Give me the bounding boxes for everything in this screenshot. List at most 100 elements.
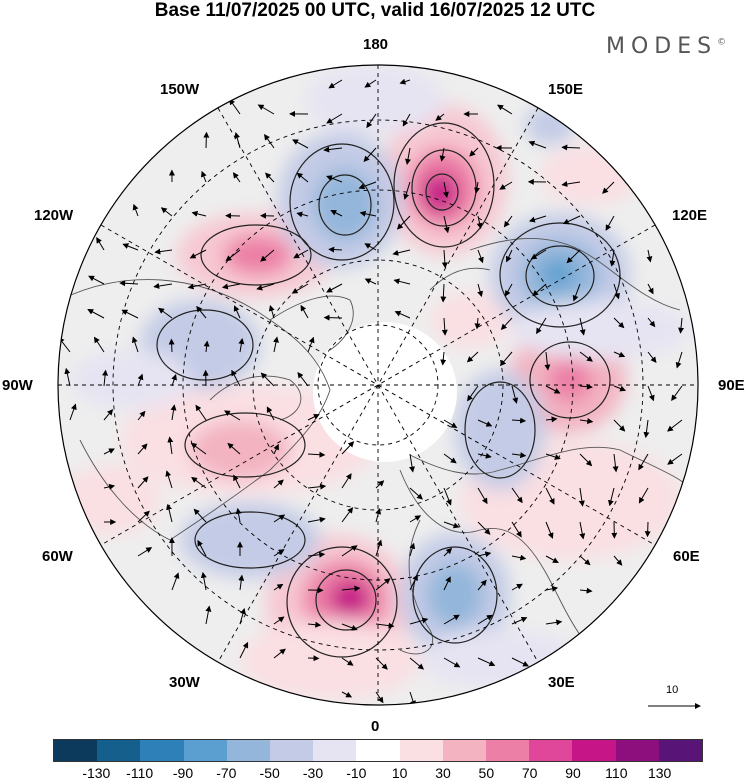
lon-label-30w: 30W [169,674,200,691]
wind-vector [561,181,581,187]
wind-vector [153,282,173,289]
wind-vector [328,79,343,89]
wind-vector [171,373,177,387]
wind-vector [196,305,207,319]
wind-vector [234,132,241,149]
wind-vector [307,483,327,490]
wind-vector [69,403,77,421]
wind-vector [273,583,284,591]
wind-vector [474,317,481,330]
wind-vector [341,585,361,592]
wind-vector [643,419,650,439]
wind-vector [613,351,626,358]
lon-label-90e: 90E [718,377,745,394]
wind-vector [341,623,358,631]
wind-vector [409,574,418,591]
wind-vector [511,417,527,424]
colorbar-swatch [226,740,271,761]
wind-vector [64,367,71,387]
anomaly-field [60,65,690,700]
wind-vector [511,616,528,625]
wind-vector [562,215,581,225]
wind-vector [264,133,275,149]
map-title: Base 11/07/2025 00 UTC, valid 16/07/2025… [154,0,596,21]
wind-vector [330,210,343,217]
wind-vector [235,507,242,523]
wind-vector [239,607,246,625]
wind-vector [443,614,460,625]
lon-label-120e: 120E [672,207,708,224]
wind-vector [154,248,173,255]
wind-vector [167,436,174,455]
colorbar-swatch [486,740,530,761]
wind-vector [225,249,241,262]
lon-label-90w: 90W [2,377,33,394]
wind-vector [409,487,423,500]
lon-label-60w: 60W [42,548,73,565]
wind-vector [439,147,446,162]
wind-vector [375,539,383,557]
wind-vector [613,555,623,566]
wind-vector [477,419,493,427]
wind-vector [497,104,513,115]
lon-label-120w: 120W [34,207,74,224]
wind-vector [613,385,627,392]
wind-vector [193,508,207,523]
wind-vector [511,657,529,667]
wind-vector [227,442,241,455]
wind-vector [293,249,309,259]
wind-vector [443,487,452,506]
wind-vector [545,385,561,394]
wind-vector [239,641,249,659]
graticule [58,65,698,705]
wind-vector [366,113,377,129]
colorbar-swatch [442,740,487,761]
wind-vector [187,283,207,290]
wind-vector [441,317,448,336]
wind-vector [579,351,593,362]
colorbar-swatch [615,740,659,761]
colorbar-tick: -110 [126,765,154,781]
wind-vector [364,79,377,88]
wind-vector [323,314,343,321]
wind-vector [273,616,285,625]
wind-vector [268,304,275,319]
wind-vector [296,172,309,183]
wind-vector [160,207,173,217]
wind-vector [221,283,241,290]
colorbar-tick: 110 [605,765,628,781]
wind-vector [499,351,513,367]
wind-vector [528,215,547,223]
wind-vector [203,340,210,353]
wind-vector [307,516,326,523]
wind-vector [678,317,684,334]
wind-vector [191,476,207,489]
wind-vector [500,317,513,331]
colorbar-tick: 10 [391,765,408,781]
wind-vector [266,406,275,421]
wind-vector [506,249,513,263]
wind-vector [443,576,451,591]
colorbar-swatch [356,740,400,761]
wind-vector [647,385,655,402]
wind-vector [200,571,207,591]
wind-vector [273,648,286,659]
wind-vector [477,452,492,459]
wind-vector [326,175,343,183]
wind-vector [96,237,105,251]
wind-vector [297,372,309,387]
wind-vector [119,280,139,287]
wind-vector [341,545,358,557]
wind-vector [121,309,139,319]
colorbar-tick: -50 [259,765,280,781]
wind-vector [238,574,245,591]
wind-vector [561,144,581,151]
brand-mark: © [717,37,727,48]
wind-vector [158,307,173,319]
wind-vector [409,453,415,473]
wind-vector [469,147,479,157]
wind-vector [647,283,654,295]
wind-vector [137,547,153,557]
wind-vector [375,691,384,704]
